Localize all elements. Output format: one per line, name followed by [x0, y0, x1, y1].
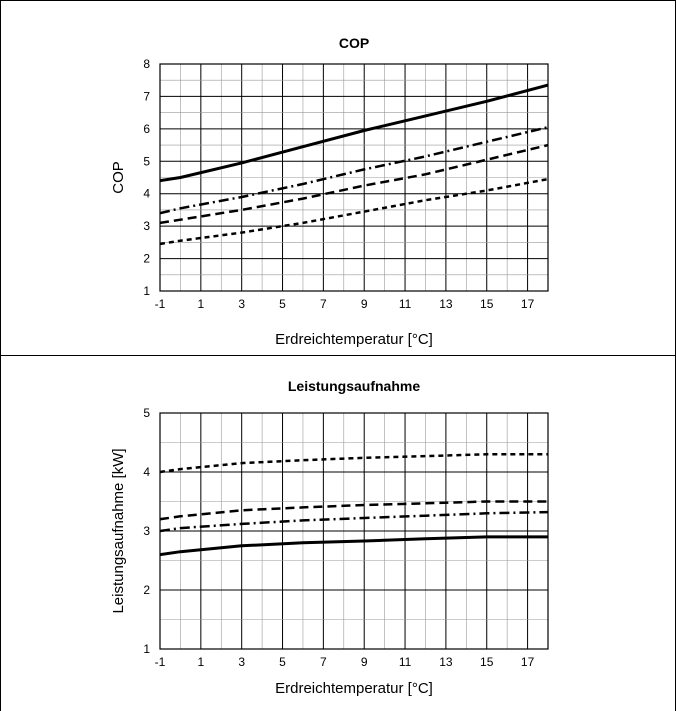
- y-tick-label: 1: [143, 642, 150, 656]
- x-tick-label: 13: [439, 655, 453, 669]
- x-tick-label: 9: [361, 655, 368, 669]
- power-panel: -1 1 3 5 7 9 11 13 15 17 1 2 3 4 5 Leistungsaufnahme Erd…: [0, 356, 676, 711]
- x-tick-label: 11: [399, 655, 412, 669]
- x-tick-label: 11: [399, 297, 412, 311]
- y-axis-label: Leistungsaufnahme [kW]: [110, 448, 127, 613]
- grid: [159, 412, 549, 650]
- y-tick-label: 7: [143, 89, 150, 103]
- series-line-dashed: [160, 500, 548, 521]
- plot-border: [159, 63, 549, 292]
- x-tick-label: 17: [521, 297, 535, 311]
- y-tick-label: 4: [143, 465, 150, 479]
- y-axis-label: COP: [110, 161, 127, 194]
- series-line-solid: [160, 83, 548, 183]
- x-tick-label: 5: [279, 655, 286, 669]
- x-tick-label: 13: [439, 297, 453, 311]
- series-line-dashdot: [160, 510, 548, 533]
- series-line-solid: [160, 535, 548, 557]
- y-tick-label: 2: [143, 252, 150, 266]
- y-tick-label: 6: [143, 122, 150, 136]
- x-axis-label: Erdreichtemperatur [°C]: [275, 680, 433, 697]
- x-tick-label: 9: [361, 297, 368, 311]
- chart-title: COP: [339, 35, 369, 51]
- x-tick-label: -1: [155, 655, 166, 669]
- x-tick-label: 1: [197, 297, 204, 311]
- x-tick-label: 5: [279, 297, 286, 311]
- y-tick-label: 5: [143, 154, 150, 168]
- power-chart: -1 1 3 5 7 9 11 13 15 1712345LeistungsaufnahmeErd…: [110, 378, 549, 697]
- x-tick-label: 15: [480, 655, 494, 669]
- y-tick-label: 3: [143, 524, 150, 538]
- cop-chart: -1 1 3 5 7 9 11 13 15 1712345678COPErdreichtemper…: [110, 35, 549, 348]
- y-tick-label: 3: [143, 219, 150, 233]
- x-tick-label: -1: [155, 297, 166, 311]
- x-tick-label: 15: [480, 297, 494, 311]
- y-tick-label: 5: [143, 406, 150, 420]
- x-tick-label: 1: [197, 655, 204, 669]
- chart-title: Leistungsaufnahme: [288, 378, 420, 394]
- series-line-dotted: [160, 177, 548, 246]
- x-tick-label: 3: [238, 297, 245, 311]
- y-tick-label: 1: [143, 284, 150, 298]
- series-line-dashed: [160, 143, 548, 225]
- series-line-dotted: [160, 453, 548, 474]
- x-tick-label: 3: [238, 655, 245, 669]
- y-tick-label: 8: [143, 57, 150, 71]
- x-tick-label: 7: [320, 297, 327, 311]
- x-tick-label: 7: [320, 655, 327, 669]
- y-tick-label: 2: [143, 583, 150, 597]
- x-axis-label: Erdreichtemperatur [°C]: [275, 331, 433, 348]
- cop-panel: -1 1 3 5 7 9 11 13 15 17 1 2 3 4 5 6 7 8 COP Erdreichtemper…: [0, 0, 676, 356]
- grid: [159, 63, 549, 292]
- x-tick-label: 17: [521, 655, 535, 669]
- y-tick-label: 4: [143, 187, 150, 201]
- series-line-dashdot: [160, 125, 548, 215]
